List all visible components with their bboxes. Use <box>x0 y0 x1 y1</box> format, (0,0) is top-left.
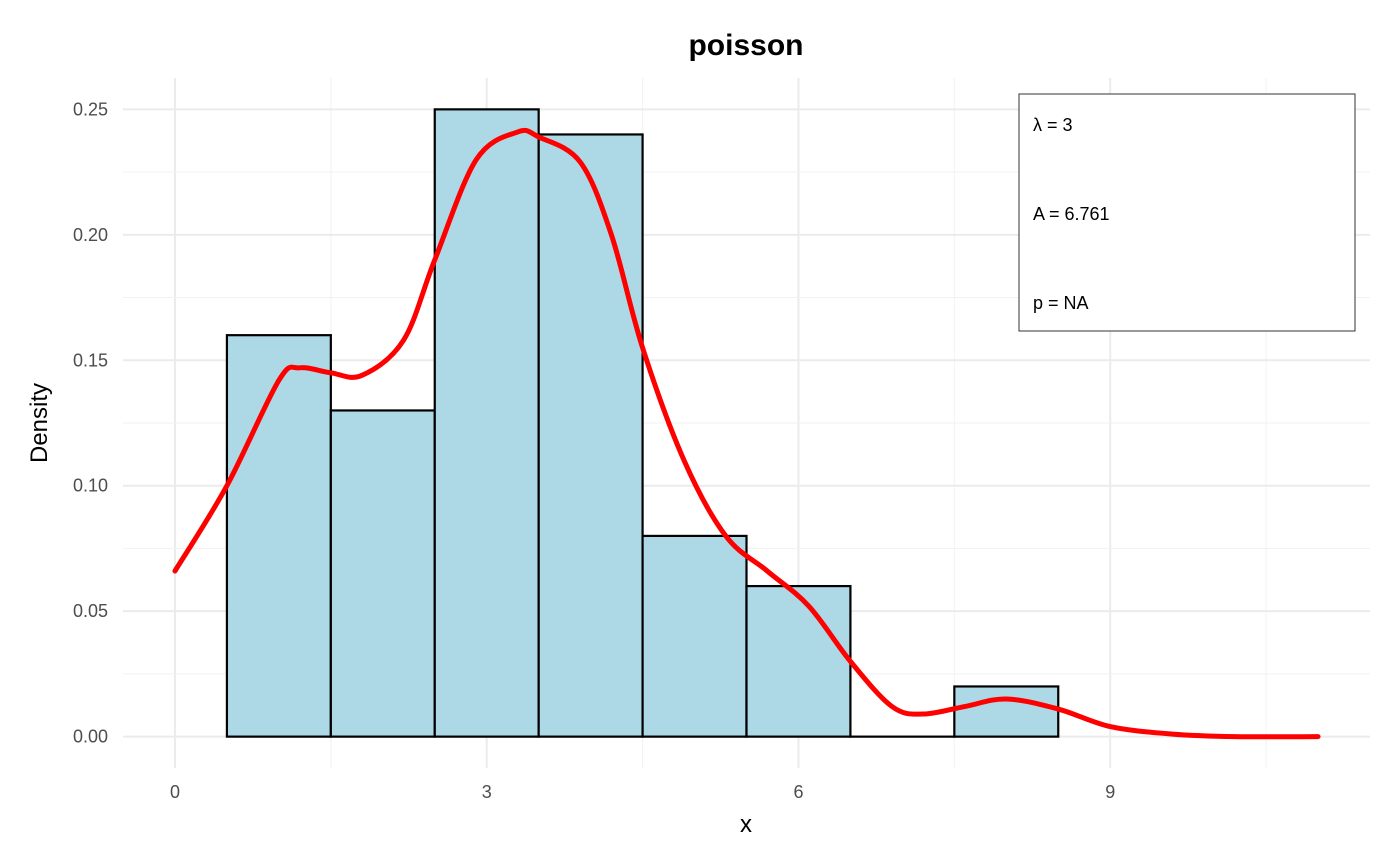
x-axis-title: x <box>740 811 752 838</box>
y-tick-label: 0.10 <box>73 476 108 496</box>
histogram-bar-1 <box>225 334 332 738</box>
legend-a-statistic: A = 6.761 <box>1033 204 1110 224</box>
y-tick-label: 0.05 <box>73 601 108 621</box>
histogram-bars <box>225 108 1060 738</box>
y-tick-label: 0.25 <box>73 99 108 119</box>
histogram-bar-5 <box>641 534 748 738</box>
legend-lambda: λ = 3 <box>1033 115 1073 135</box>
y-tick-label: 0.15 <box>73 350 108 370</box>
histogram-bar-8 <box>953 685 1060 738</box>
x-tick-label: 6 <box>793 782 803 802</box>
x-tick-label: 9 <box>1105 782 1115 802</box>
histogram-bar-6 <box>745 584 852 738</box>
density-curve <box>172 127 1321 740</box>
chart-title: poisson <box>688 29 803 62</box>
density-curve-layer <box>172 127 1321 740</box>
histogram-bar-3 <box>433 108 540 738</box>
histogram-bar-2 <box>329 409 436 738</box>
histogram-bar-4 <box>537 133 644 738</box>
stats-legend-box: λ = 3 A = 6.761 p = NA <box>1018 93 1356 332</box>
y-axis-title: Density <box>26 383 53 463</box>
x-tick-label: 0 <box>170 782 180 802</box>
legend-p-value: p = NA <box>1033 293 1089 313</box>
y-tick-label: 0.00 <box>73 727 108 747</box>
x-tick-label: 3 <box>482 782 492 802</box>
axis-tick-labels: 0 3 6 9 0.00 0.05 0.10 0.15 0.20 0.25 <box>73 99 1115 802</box>
y-tick-label: 0.20 <box>73 225 108 245</box>
legend-frame <box>1018 93 1356 332</box>
